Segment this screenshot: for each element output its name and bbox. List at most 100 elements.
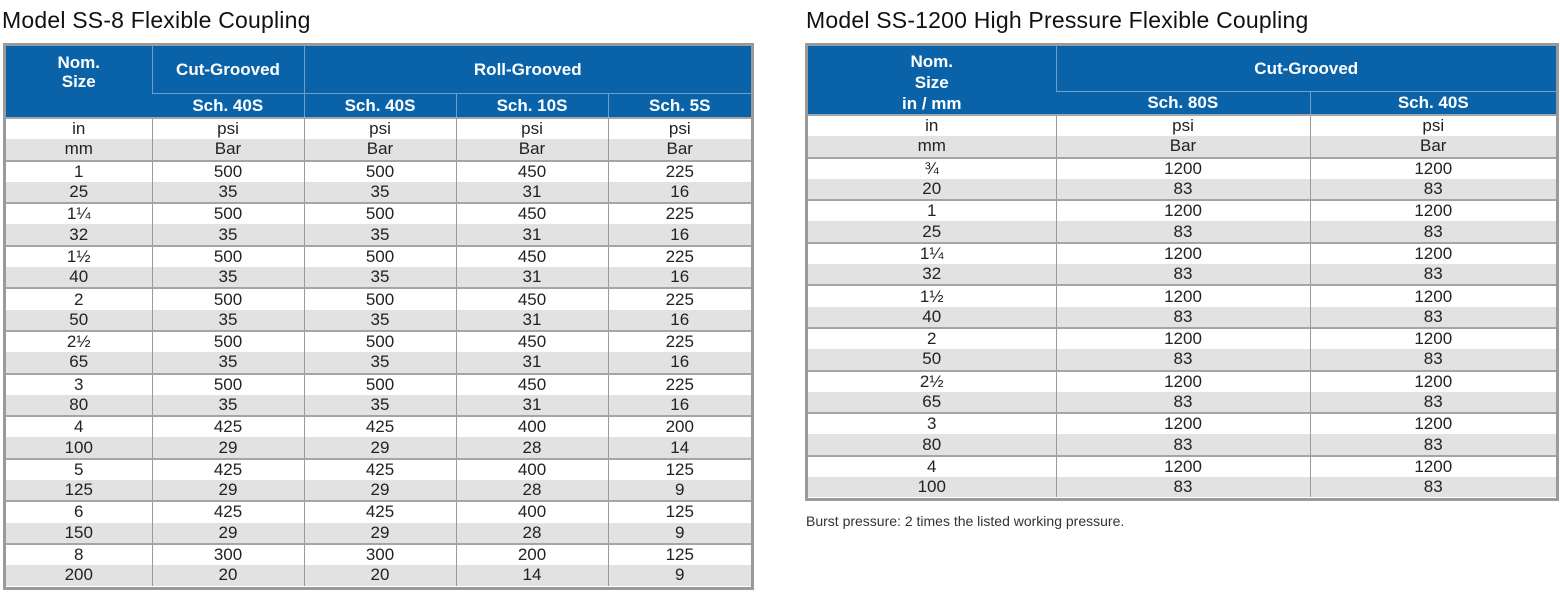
pressure-cell: 225 <box>607 202 751 225</box>
pressure-cell: 425 <box>151 415 304 438</box>
pressure-cell: 83 <box>1055 349 1310 371</box>
schedule-header: Sch. 5S <box>607 93 751 118</box>
pressure-cell: 31 <box>455 352 608 374</box>
pressure-cell: psi <box>607 116 751 140</box>
nom-size-cell: in <box>6 116 152 140</box>
table-row: 40 35 35 31 16 <box>6 267 751 289</box>
pressure-cell: 16 <box>607 224 751 246</box>
nom-size-cell: 40 <box>808 306 1056 328</box>
pressure-cell: 1200 <box>1309 284 1556 307</box>
nom-size-cell: mm <box>6 139 152 161</box>
nom-size-header: Nom. Size <box>6 46 152 118</box>
pressure-cell: 35 <box>151 394 304 417</box>
pressure-cell: 1200 <box>1309 156 1556 179</box>
nom-size-cell: 32 <box>6 224 152 246</box>
nom-size-cell: 20 <box>808 178 1056 201</box>
nom-size-cell: 65 <box>6 352 152 374</box>
pressure-cell: 83 <box>1309 178 1556 201</box>
pressure-cell: 9 <box>607 522 751 544</box>
pressure-cell: 16 <box>607 267 751 289</box>
pressure-cell: 450 <box>455 159 608 182</box>
pressure-cell: 500 <box>303 329 456 353</box>
pressure-cell: 16 <box>607 309 751 331</box>
ss1200-pressure-table: Nom. Size in / mm Cut-Grooved Sch. 80S S… <box>805 43 1559 501</box>
schedule-header: Sch. 40S <box>1309 90 1556 115</box>
table-row: 50 35 35 31 16 <box>6 309 751 331</box>
pressure-cell: psi <box>1309 113 1556 137</box>
table-row: 2½ 1200 1200 <box>808 369 1556 392</box>
pressure-cell: 28 <box>455 480 608 502</box>
pressure-cell: 29 <box>151 480 304 502</box>
nom-size-cell: 2 <box>808 326 1056 350</box>
table-row: in psi psi psi psi <box>6 116 751 140</box>
table-row: 100 83 83 <box>808 477 1556 498</box>
table-row: 50 83 83 <box>808 349 1556 371</box>
nom-size-cell: 25 <box>808 221 1056 243</box>
pressure-cell: Bar <box>1055 136 1310 158</box>
pressure-cell: 83 <box>1055 221 1310 243</box>
pressure-cell: 200 <box>607 415 751 438</box>
pressure-cell: 35 <box>303 352 456 374</box>
pressure-cell: 400 <box>455 457 608 481</box>
pressure-cell: 83 <box>1309 349 1556 371</box>
table-row: 125 29 29 28 9 <box>6 480 751 502</box>
pressure-cell: 29 <box>151 522 304 544</box>
table-row: in psi psi <box>808 113 1556 137</box>
nom-size-cell: 2½ <box>808 369 1056 392</box>
pressure-cell: 225 <box>607 372 751 395</box>
pressure-cell: 1200 <box>1309 412 1556 435</box>
pressure-cell: 450 <box>455 244 608 268</box>
pressure-cell: 500 <box>151 202 304 225</box>
nom-size-cell: 100 <box>6 437 152 459</box>
pressure-cell: 31 <box>455 309 608 331</box>
pressure-cell: 450 <box>455 329 608 353</box>
pressure-cell: 500 <box>151 287 304 310</box>
nom-size-cell: 125 <box>6 480 152 502</box>
table-row: 1 1200 1200 <box>808 199 1556 222</box>
table-row: 5 425 425 400 125 <box>6 457 751 481</box>
pressure-cell: 1200 <box>1055 454 1310 478</box>
nom-size-cell: ¾ <box>808 156 1056 179</box>
table-row: 150 29 29 28 9 <box>6 522 751 544</box>
pressure-cell: Bar <box>1309 136 1556 158</box>
pressure-cell: 29 <box>151 437 304 459</box>
pressure-cell: 1200 <box>1055 412 1310 435</box>
table-row: 4 425 425 400 200 <box>6 415 751 438</box>
table-row: 32 35 35 31 16 <box>6 224 751 246</box>
pressure-cell: 83 <box>1055 391 1310 414</box>
schedule-header: Sch. 40S <box>303 93 456 118</box>
table-row: 4 1200 1200 <box>808 454 1556 478</box>
pressure-cell: 35 <box>303 267 456 289</box>
pressure-cell: 125 <box>607 542 751 566</box>
nom-size-cell: 4 <box>808 454 1056 478</box>
pressure-cell: 14 <box>455 565 608 586</box>
pressure-cell: 35 <box>303 394 456 417</box>
pressure-cell: 28 <box>455 437 608 459</box>
nom-size-cell: 1½ <box>808 284 1056 307</box>
pressure-cell: 1200 <box>1055 156 1310 179</box>
pressure-cell: 450 <box>455 372 608 395</box>
pressure-cell: 16 <box>607 181 751 204</box>
pressure-cell: 83 <box>1309 306 1556 328</box>
pressure-cell: Bar <box>455 139 608 161</box>
nom-size-cell: 200 <box>6 565 152 586</box>
pressure-cell: 35 <box>303 181 456 204</box>
table-row: 2 1200 1200 <box>808 326 1556 350</box>
pressure-cell: 1200 <box>1055 369 1310 392</box>
table-row: 20 83 83 <box>808 178 1556 201</box>
nom-size-cell: 50 <box>6 309 152 331</box>
pressure-cell: 1200 <box>1055 241 1310 265</box>
table-row: 25 35 35 31 16 <box>6 181 751 204</box>
pressure-cell: 35 <box>303 309 456 331</box>
pressure-cell: 31 <box>455 181 608 204</box>
table-row: mm Bar Bar <box>808 136 1556 158</box>
pressure-cell: 83 <box>1055 264 1310 286</box>
pressure-cell: 450 <box>455 202 608 225</box>
table-row: 6 425 425 400 125 <box>6 500 751 523</box>
nom-size-header: Nom. Size in / mm <box>808 46 1056 115</box>
pressure-cell: 35 <box>151 309 304 331</box>
table-row: 1½ 500 500 450 225 <box>6 244 751 268</box>
pressure-cell: 35 <box>151 181 304 204</box>
pressure-cell: 1200 <box>1055 284 1310 307</box>
table-row: 25 83 83 <box>808 221 1556 243</box>
